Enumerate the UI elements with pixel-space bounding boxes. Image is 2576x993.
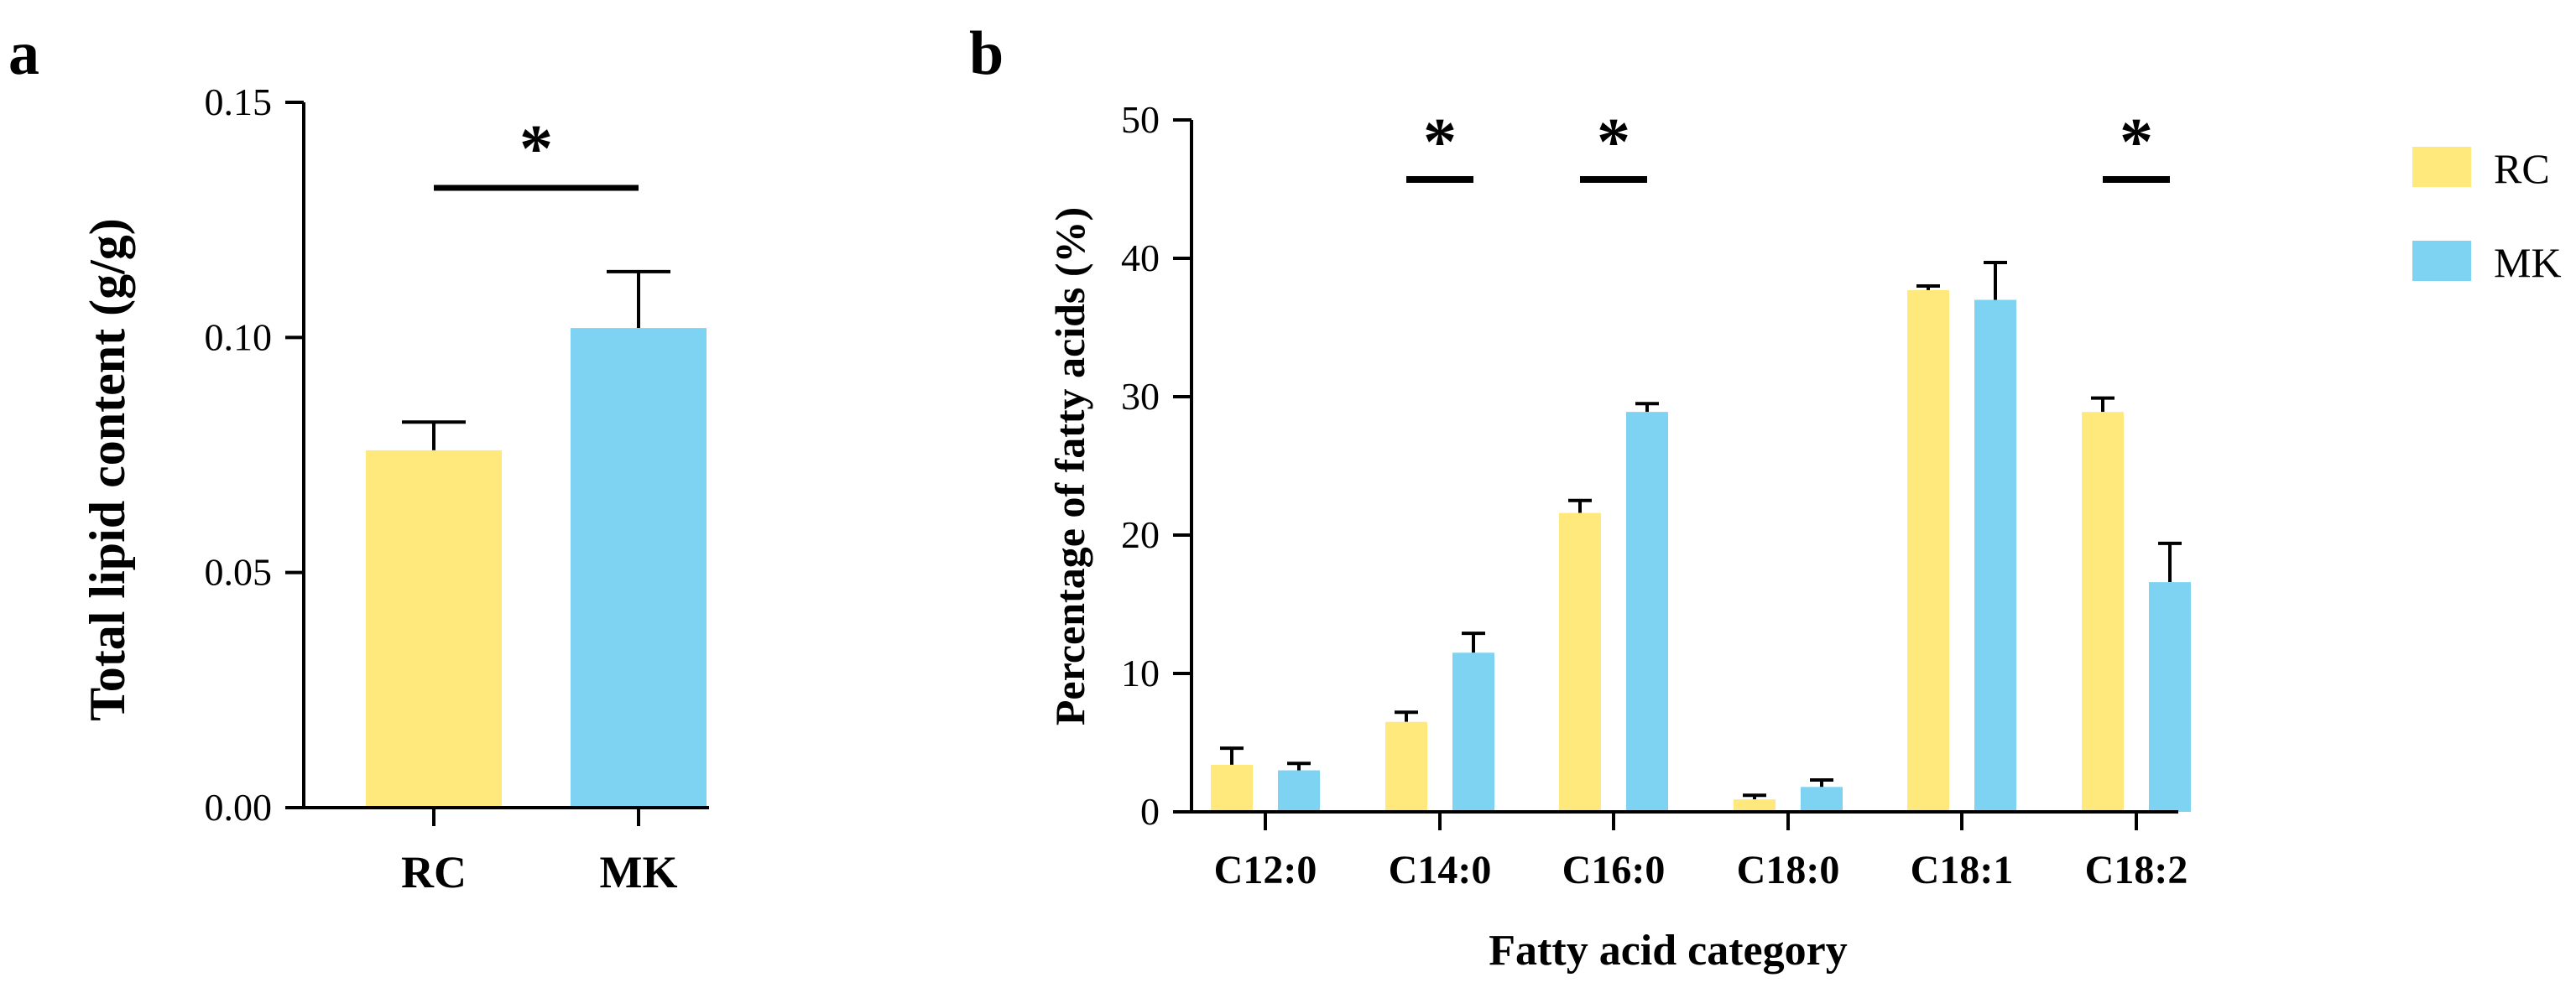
y-tick-label-b: 30 [1121,375,1160,418]
bar-RC-C12:0 [1211,764,1253,812]
x-tick-label-b-C18:1: C18:1 [1911,848,2014,892]
panel-a-y-axis-title: Total lipid content (g/g) [80,218,135,721]
x-tick-label-b-C12:0: C12:0 [1214,848,1317,892]
legend: RC MK [2412,145,2562,286]
panel-a-plot-area: RC MK 0.00 0.05 0.10 0.15 * [205,81,709,897]
panel-b: b Percentage of fatty acids (%) Fatty ac… [969,19,2562,975]
bar-MK-C18:0 [1801,787,1843,812]
y-tick-label-a: 0.10 [205,315,273,358]
y-tick-label-a: 0.00 [205,786,273,829]
panel-a-label: a [8,19,39,88]
x-tick-label-b-C18:2: C18:2 [2085,848,2188,892]
y-tick-label-b: 50 [1121,98,1160,141]
x-tick-label-b-C16:0: C16:0 [1562,848,1666,892]
bar-MK-C16:0 [1626,412,1668,812]
bar-MK-C14:0 [1452,652,1494,812]
x-tick-label-a-RC: RC [401,847,467,897]
y-tick-label-b: 40 [1121,237,1160,279]
y-tick-label-a: 0.05 [205,551,273,594]
y-tick-label-b: 10 [1121,652,1160,694]
y-tick-label-a: 0.15 [205,81,273,123]
significance-star-C14:0: * [1423,106,1457,179]
bar-a-MK [571,328,707,808]
bar-RC-C16:0 [1559,512,1601,812]
bar-MK-C18:2 [2149,582,2191,812]
panel-b-label: b [969,19,1004,88]
significance-star-C16:0: * [1597,106,1630,179]
panel-b-y-axis-title: Percentage of fatty acids (%) [1046,207,1093,725]
x-tick-label-b-C14:0: C14:0 [1389,848,1492,892]
bar-RC-C18:0 [1734,799,1776,812]
panel-b-x-axis-title: Fatty acid category [1489,927,1847,975]
legend-label-rc: RC [2494,145,2550,192]
y-tick-label-b: 0 [1140,790,1160,833]
bar-RC-C18:2 [2082,412,2124,812]
bar-RC-C14:0 [1385,721,1427,812]
legend-swatch-mk [2412,241,2471,281]
bar-RC-C18:1 [1907,289,1949,812]
significance-star-a: * [519,112,553,186]
y-tick-label-b: 20 [1121,513,1160,556]
legend-label-mk: MK [2494,239,2562,286]
x-tick-label-b-C18:0: C18:0 [1737,848,1840,892]
bar-MK-C18:1 [1974,299,2016,812]
significance-star-C18:2: * [2120,106,2153,179]
bar-a-RC [366,450,502,808]
x-tick-label-a-MK: MK [600,847,678,897]
panel-b-plot-area: C12:0 C14:0 C16:0 C18:0 C18:1 C18:2 0 10 20 30 40 5… [1121,98,2191,892]
legend-swatch-rc [2412,147,2471,187]
panel-a: a Total lipid content (g/g) RC MK 0.00 0.05… [8,19,709,897]
bar-MK-C12:0 [1278,770,1320,812]
